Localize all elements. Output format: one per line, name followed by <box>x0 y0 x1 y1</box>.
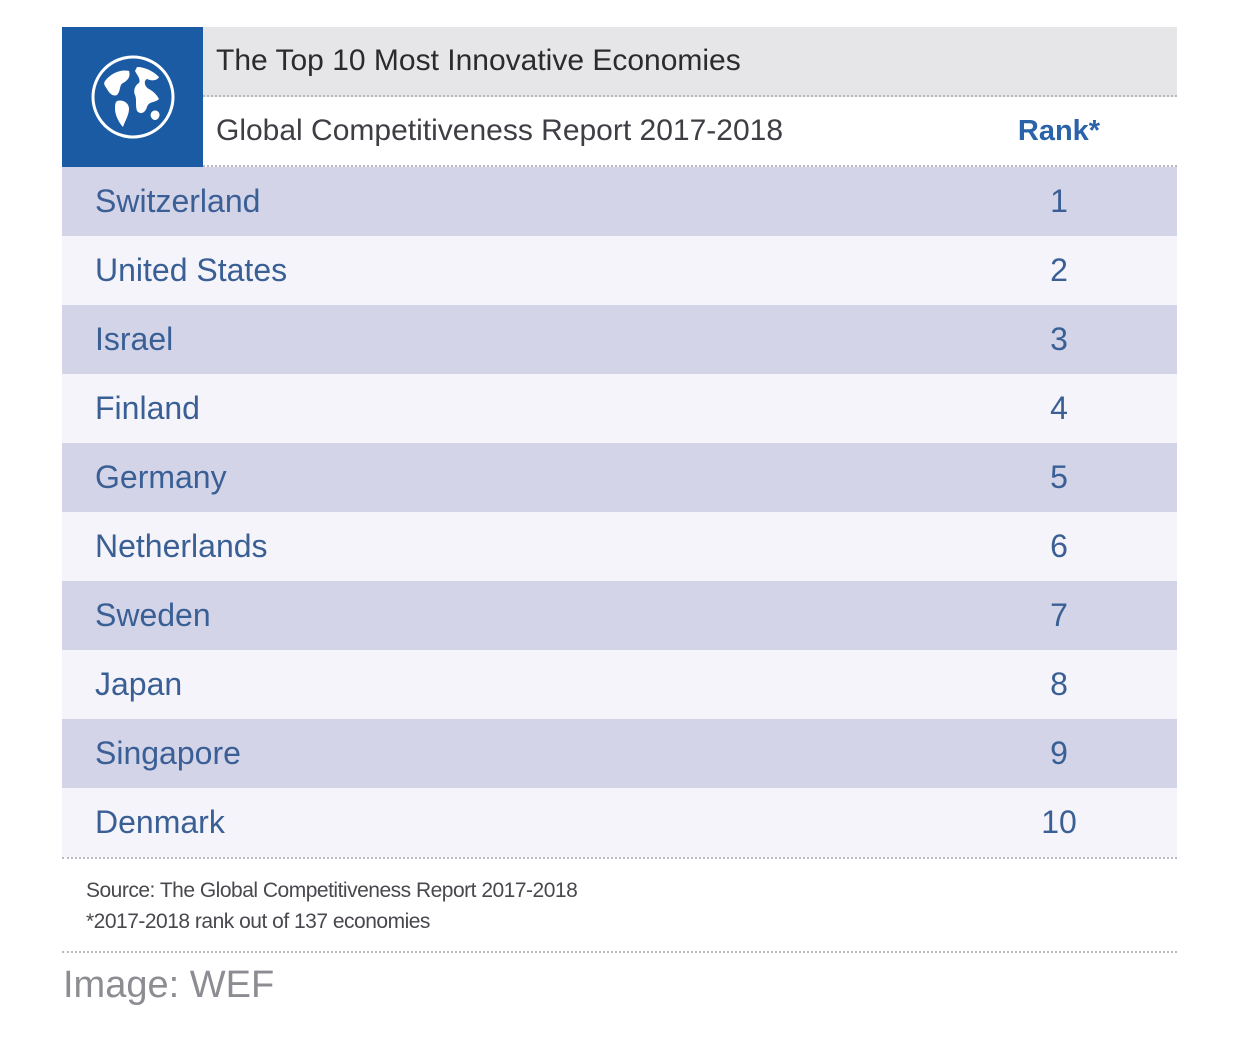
rank-value: 10 <box>1041 804 1077 840</box>
table-row: Germany 5 <box>62 443 1177 512</box>
ranking-figure: The Top 10 Most Innovative Economies Glo… <box>62 27 1177 953</box>
globe-icon <box>91 55 174 139</box>
table-row: Japan 8 <box>62 650 1177 719</box>
country-name: Netherlands <box>95 528 268 564</box>
table-row: Sweden 7 <box>62 581 1177 650</box>
table-row: Denmark 10 <box>62 788 1177 857</box>
table-row: United States 2 <box>62 236 1177 305</box>
rank-value: 2 <box>1050 252 1068 288</box>
country-name: Israel <box>95 321 174 357</box>
subtitle-row: Global Competitiveness Report 2017-2018 … <box>203 97 1177 167</box>
rank-value: 1 <box>1050 183 1068 219</box>
source-note: Source: The Global Competitiveness Repor… <box>86 879 578 902</box>
chart-title: The Top 10 Most Innovative Economies <box>216 44 741 77</box>
country-name: United States <box>95 252 288 288</box>
rank-value: 5 <box>1050 459 1068 495</box>
country-name: Germany <box>95 459 227 495</box>
rank-column-header: Rank* <box>1017 114 1101 147</box>
country-name: Singapore <box>95 735 241 771</box>
rank-value: 8 <box>1050 666 1068 702</box>
table-row: Finland 4 <box>62 374 1177 443</box>
title-row: The Top 10 Most Innovative Economies <box>203 27 1177 97</box>
country-name: Finland <box>95 390 200 426</box>
rank-value: 7 <box>1050 597 1068 633</box>
country-name: Sweden <box>95 597 211 633</box>
country-name: Japan <box>95 666 183 702</box>
table-row: Israel 3 <box>62 305 1177 374</box>
rank-footnote: *2017-2018 rank out of 137 economies <box>86 910 430 933</box>
country-name: Denmark <box>95 804 225 840</box>
country-name: Switzerland <box>95 183 261 219</box>
logo <box>62 27 203 167</box>
rank-value: 9 <box>1050 735 1068 771</box>
table-header: The Top 10 Most Innovative Economies Glo… <box>62 27 1177 167</box>
footnotes: Source: The Global Competitiveness Repor… <box>62 859 1177 953</box>
chart-subtitle: Global Competitiveness Report 2017-2018 <box>216 114 783 147</box>
table-row: Netherlands 6 <box>62 512 1177 581</box>
image-credit: Image: WEF <box>63 964 275 1006</box>
header-text: The Top 10 Most Innovative Economies Glo… <box>203 27 1177 167</box>
rank-value: 4 <box>1050 390 1068 426</box>
rank-value: 3 <box>1050 321 1068 357</box>
rank-value: 6 <box>1050 528 1068 564</box>
table-row: Switzerland 1 <box>62 167 1177 236</box>
table-row: Singapore 9 <box>62 719 1177 788</box>
table-body: Switzerland 1 United States 2 Israel 3 Finland… <box>62 167 1177 859</box>
